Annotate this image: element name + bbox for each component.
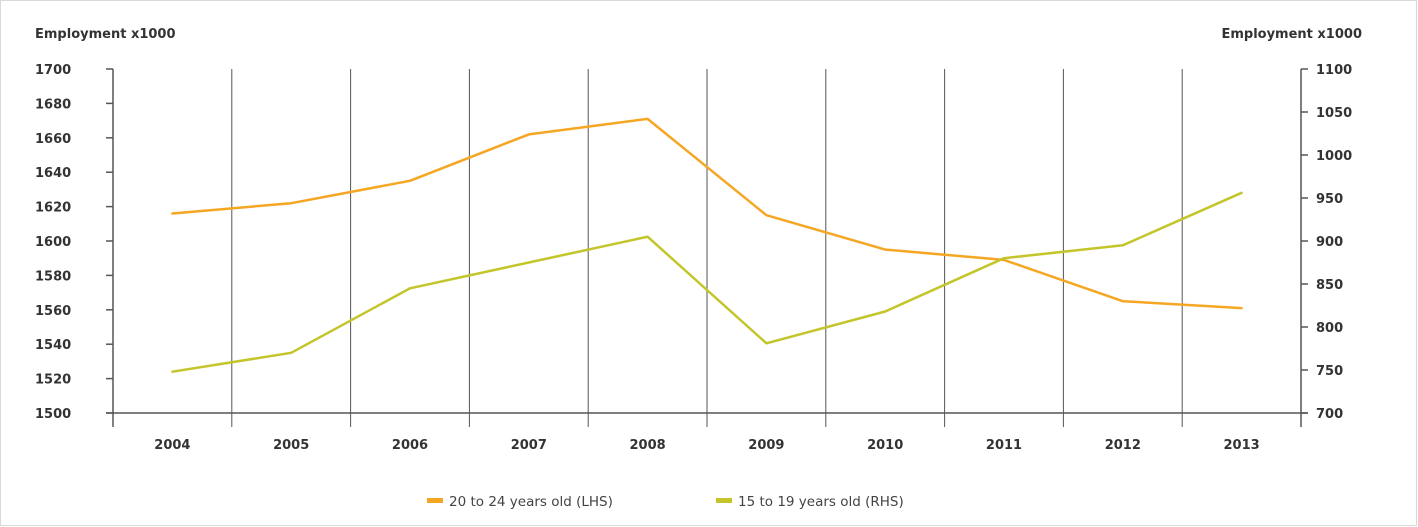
x-tick-label: 2007 (511, 438, 547, 453)
series-lines (171, 117, 1243, 373)
y-left-tick-label: 1520 (35, 373, 71, 388)
series-line-2 (171, 191, 1243, 373)
y-right-tick-label: 800 (1316, 321, 1343, 336)
legend-swatch (427, 498, 443, 503)
axes (106, 68, 1308, 427)
legend-swatch (716, 498, 732, 503)
legend-label: 20 to 24 years old (LHS) (449, 494, 613, 510)
y-left-tick-label: 1540 (35, 338, 71, 353)
x-tick-label: 2009 (748, 438, 784, 453)
legend-label: 15 to 19 years old (RHS) (738, 494, 904, 510)
y-left-tick-label: 1640 (35, 166, 71, 181)
y-left-tick-label: 1620 (35, 201, 71, 216)
y-left-tick-label: 1660 (35, 132, 71, 147)
x-tick-label: 2011 (986, 438, 1022, 453)
series-line-1 (171, 117, 1243, 310)
y-right-axis-title: Employment x1000 (1221, 27, 1362, 42)
y-left-tick-label: 1580 (35, 269, 71, 284)
x-tick-label: 2004 (154, 438, 190, 453)
legend-item-2: 15 to 19 years old (RHS) (716, 494, 904, 510)
legend: 20 to 24 years old (LHS) 15 to 19 years o… (427, 494, 904, 510)
y-left-axis-title: Employment x1000 (35, 27, 176, 42)
y-right-tick-label: 700 (1316, 407, 1343, 422)
x-tick-label: 2005 (273, 438, 309, 453)
y-left-tick-label: 1600 (35, 235, 71, 250)
y-right-tick-label: 1000 (1316, 149, 1352, 164)
y-left-tick-label: 1500 (35, 407, 71, 422)
x-tick-label: 2006 (392, 438, 428, 453)
x-tick-labels: 2004 2005 2006 2007 2008 2009 2010 2011 2012 2013 (154, 438, 1259, 453)
vertical-gridlines (231, 69, 1183, 427)
x-tick-label: 2012 (1105, 438, 1141, 453)
y-right-tick-label: 900 (1316, 235, 1343, 250)
y-left-tick-label: 1560 (35, 304, 71, 319)
x-tick-label: 2013 (1224, 438, 1260, 453)
legend-item-1: 20 to 24 years old (LHS) (427, 494, 613, 510)
y-left-tick-label: 1700 (35, 63, 71, 78)
y-right-tick-label: 750 (1316, 364, 1343, 379)
y-right-tick-label: 1100 (1316, 63, 1352, 78)
y-right-tick-labels: 700 750 800 850 900 950 1000 1050 1100 (1316, 63, 1352, 422)
x-tick-label: 2008 (630, 438, 666, 453)
y-right-tick-label: 950 (1316, 192, 1343, 207)
y-left-tick-label: 1680 (35, 97, 71, 112)
x-tick-label: 2010 (867, 438, 903, 453)
y-left-tick-labels: 1500 1520 1540 1560 1580 1600 1620 1640 1660 1680… (35, 63, 71, 422)
y-right-tick-label: 1050 (1316, 106, 1352, 121)
y-right-tick-label: 850 (1316, 278, 1343, 293)
